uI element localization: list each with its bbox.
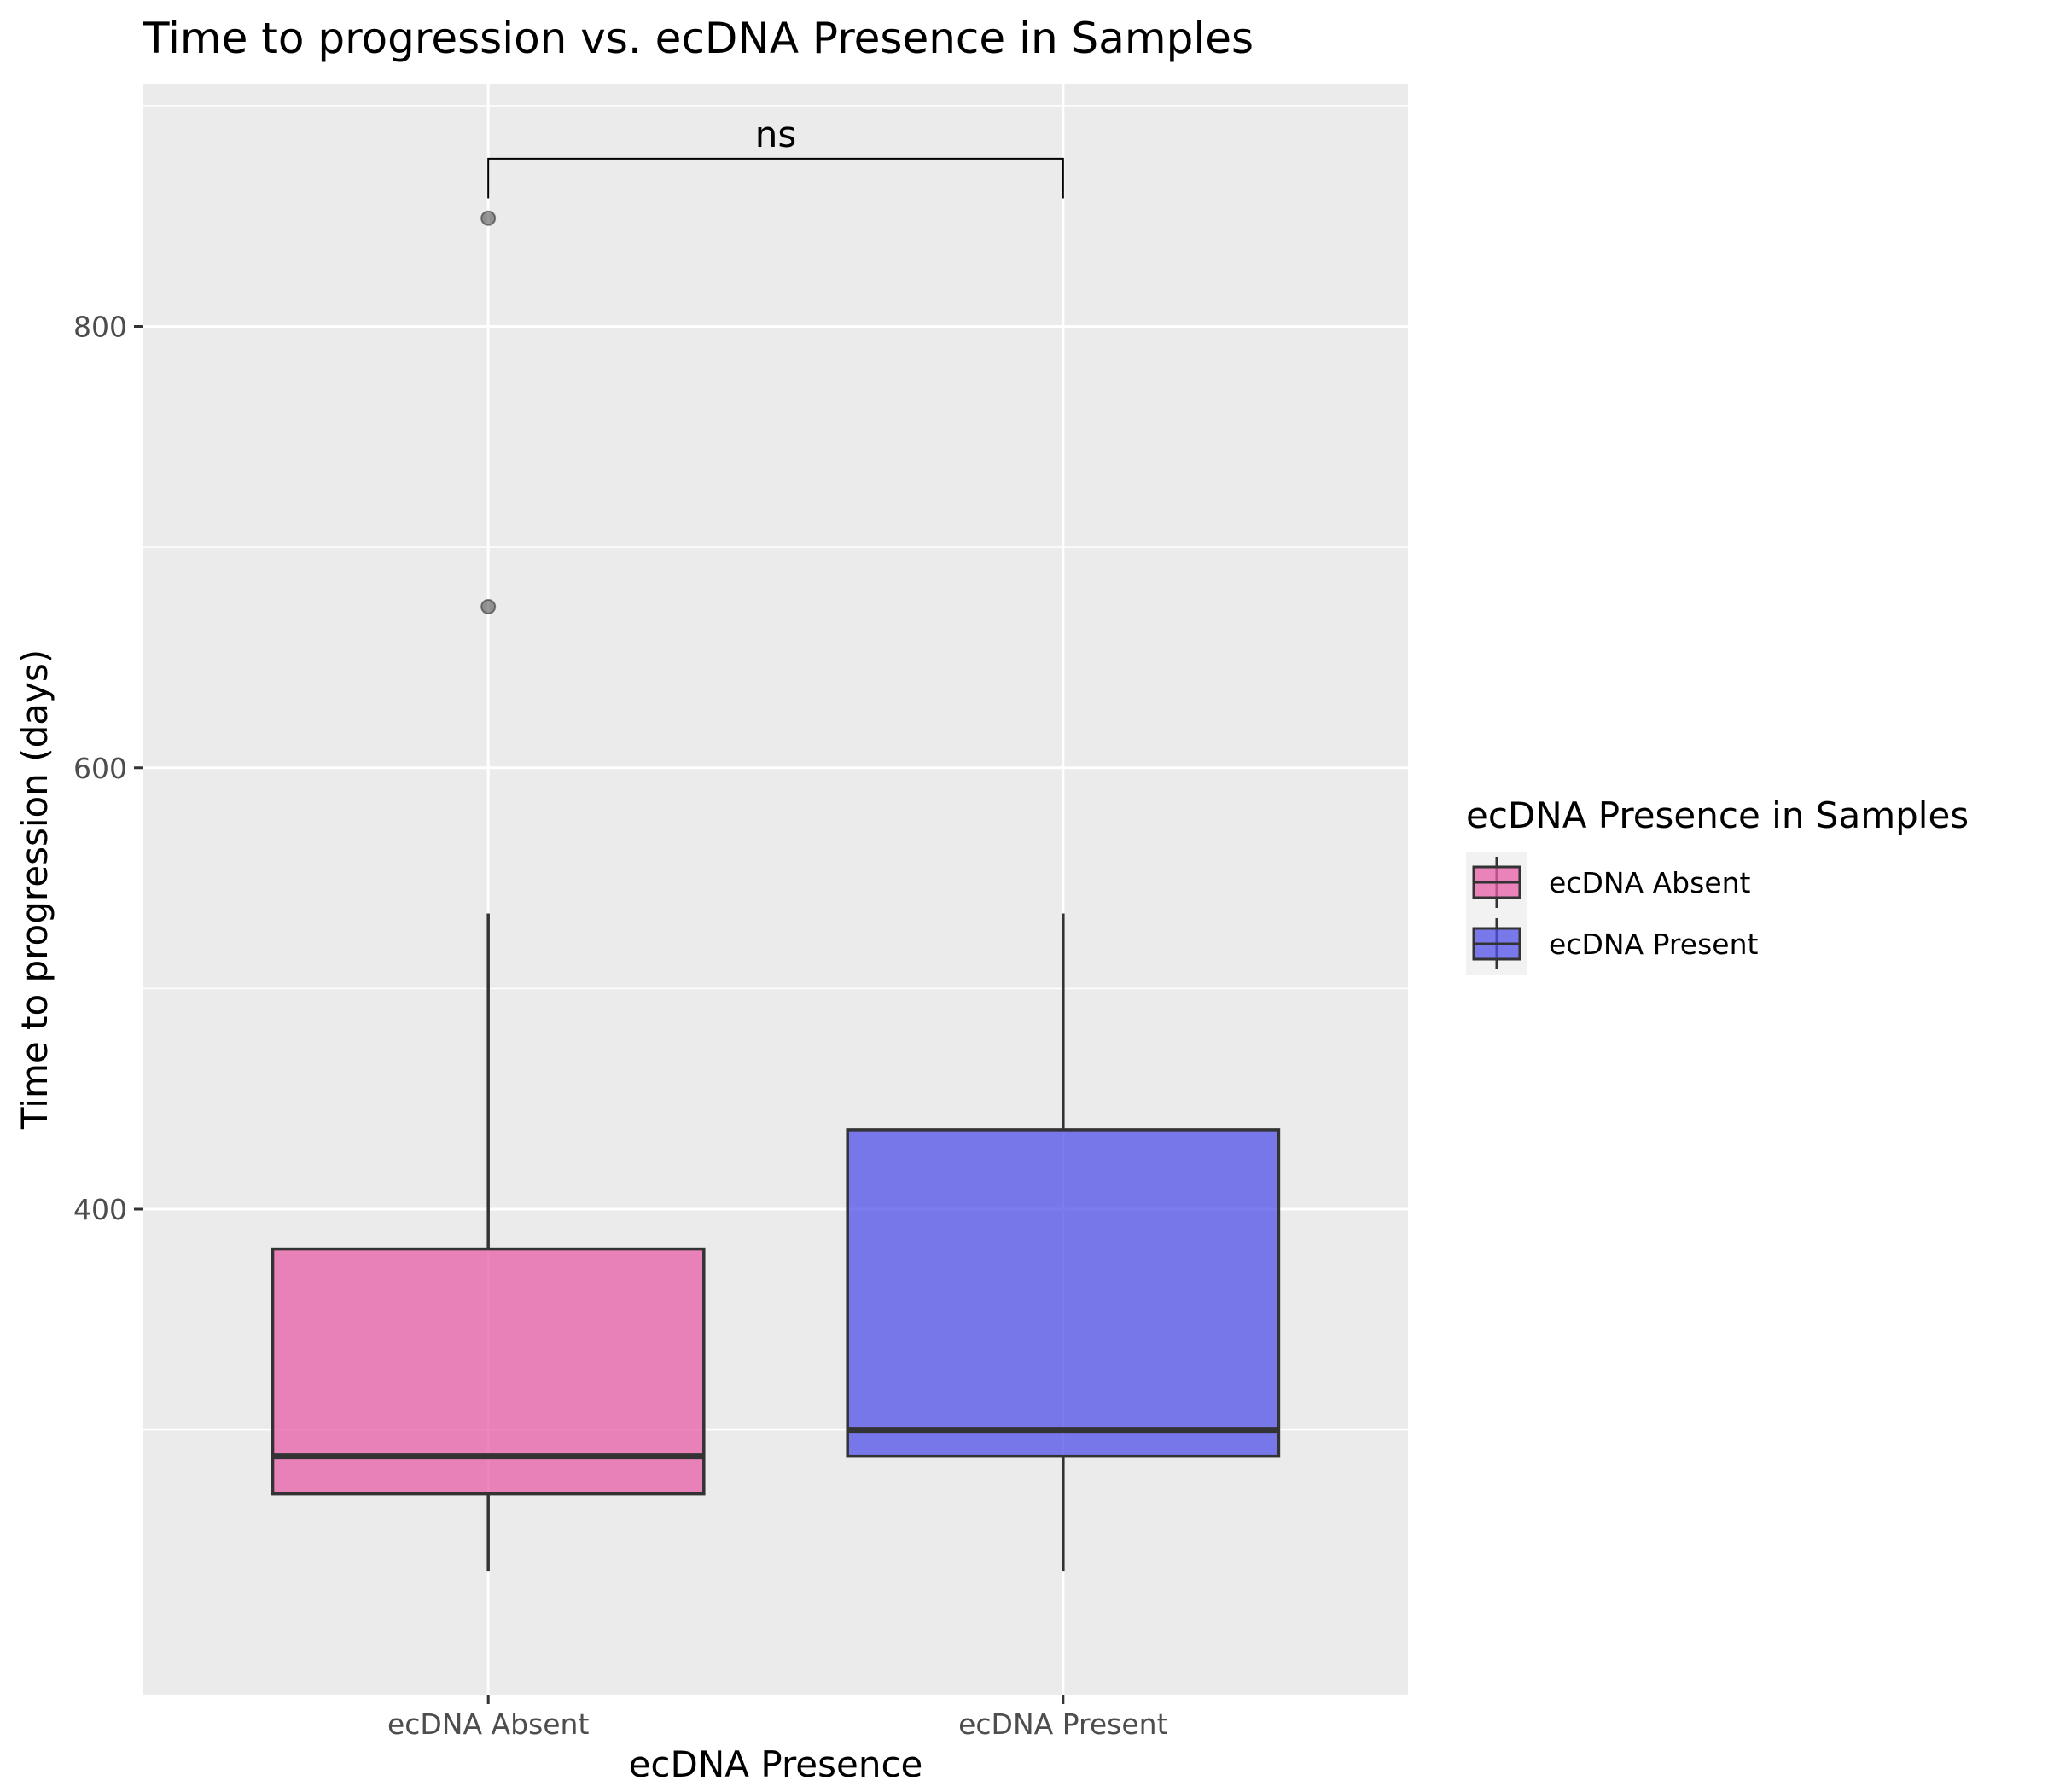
- outlier-point: [480, 210, 497, 226]
- outlier-point: [480, 598, 497, 614]
- y-tick-label: 800: [73, 310, 127, 343]
- y-tick-label: 600: [73, 752, 127, 785]
- x-axis-title: ecDNA Presence: [629, 1743, 923, 1785]
- x-tick-label: ecDNA Absent: [387, 1708, 590, 1741]
- legend-title: ecDNA Presence in Samples: [1466, 794, 1969, 836]
- legend: ecDNA Presence in Samples ecDNA Absent ecD…: [1466, 794, 1969, 975]
- y-tick-label: 400: [73, 1193, 127, 1226]
- chart-title: Time to progression vs. ecDNA Presence i…: [143, 14, 1254, 63]
- significance-label: ns: [755, 113, 797, 155]
- box-iqr: [846, 1128, 1281, 1458]
- box-absent: [271, 210, 706, 1572]
- boxes-layer: [271, 210, 1281, 1572]
- significance-line: [487, 157, 1064, 199]
- x-axis: ecDNA Absent ecDNA Present: [387, 1695, 1168, 1741]
- box-present: [846, 913, 1281, 1572]
- significance-bracket: ns: [487, 113, 1064, 199]
- legend-entry-absent: ecDNA Absent: [1472, 857, 1751, 908]
- x-tick-label: ecDNA Present: [958, 1708, 1167, 1741]
- legend-label: ecDNA Absent: [1549, 866, 1751, 899]
- box-iqr: [271, 1247, 706, 1496]
- y-axis: 400 600 800: [73, 310, 143, 1226]
- legend-label: ecDNA Present: [1549, 928, 1758, 961]
- y-axis-title: Time to progression (days): [14, 649, 55, 1130]
- legend-entry-present: ecDNA Present: [1472, 918, 1758, 969]
